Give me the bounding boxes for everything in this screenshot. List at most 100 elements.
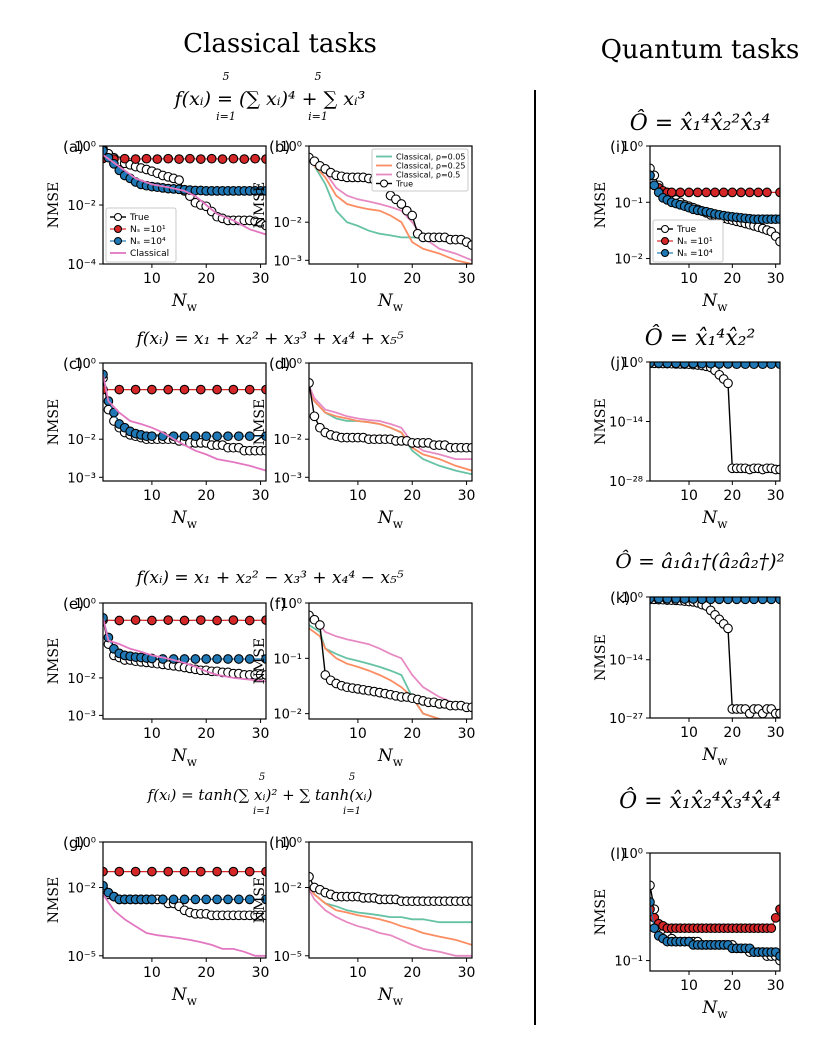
data-point-c-2-17 xyxy=(233,431,244,442)
ytick-label-g-0: 10⁰ xyxy=(74,836,96,851)
legend-box-a xyxy=(105,207,177,263)
xtick-label-g-2: 30 xyxy=(252,965,270,981)
ylabel-g: NMSE xyxy=(46,877,62,923)
ytick-label-f-2: 10⁻² xyxy=(273,708,302,723)
data-point-c-1-1 xyxy=(114,384,125,395)
data-point-a-1-8 xyxy=(185,153,195,164)
data-point-a-2-0 xyxy=(103,146,108,156)
data-point-g-1-9 xyxy=(244,866,255,877)
data-point-g-2-12 xyxy=(179,894,190,905)
xtick-label-l-2: 30 xyxy=(767,978,785,994)
sum-upper-1: 5 xyxy=(223,70,230,83)
axes-frame-c xyxy=(102,362,267,482)
data-point-i-1-6 xyxy=(675,187,686,198)
ytick-label-e-2: 10⁻³ xyxy=(67,709,96,724)
data-point-j-2-8 xyxy=(714,362,725,369)
ylabel-j: NMSE xyxy=(593,398,609,444)
data-point-i-1-17 xyxy=(775,187,780,198)
xtick-label-j-1: 20 xyxy=(723,488,741,504)
ytick-label-b-1: 10⁻² xyxy=(273,216,302,231)
panel-label-j: (j) xyxy=(610,354,626,372)
series-line-f-0 xyxy=(309,624,445,719)
panel-b: (b)10⁰ 10⁻² 10⁻³ 10 20 30 NMSE Nw Classical, ρ=0… xyxy=(252,138,475,314)
xlabel-c: Nw xyxy=(171,508,198,531)
ytick-label-k-1: 10⁻¹⁴ xyxy=(609,654,643,669)
panel-i: (i)10⁰ 10⁻¹ 10⁻² 10 20 30 NMSE Nw True Nₛ =10¹ Nₛ … xyxy=(593,138,785,314)
classical-header: Classical tasks xyxy=(183,29,377,59)
ytick-label-e-1: 10⁻² xyxy=(67,672,96,687)
data-point-j-0-30 xyxy=(775,464,780,475)
data-point-a-0-30 xyxy=(261,220,266,231)
formula-row4-text: f(xᵢ) = tanh(∑ xᵢ)² + ∑ tanh(xᵢ) xyxy=(147,786,373,804)
data-point-a-0-14 xyxy=(174,175,184,185)
sum-upper-2: 5 xyxy=(315,70,322,83)
panel-e: (e)10⁰ 10⁻² 10⁻³ 10 20 30 NMSE Nw xyxy=(46,595,269,769)
xtick-label-a-0: 10 xyxy=(143,271,161,287)
series-line-a-1 xyxy=(103,157,266,160)
data-point-g-1-3 xyxy=(147,866,157,877)
data-point-k-2-13 xyxy=(757,597,768,605)
data-point-j-2-6 xyxy=(697,362,707,369)
xtick-label-k-0: 10 xyxy=(680,725,698,741)
data-point-i-1-16 xyxy=(762,187,772,198)
panel-l: (l)10⁰ 10⁻¹ 10 20 30 NMSE Nw xyxy=(593,845,785,1021)
data-point-c-1-2 xyxy=(130,384,141,395)
ylabel-e: NMSE xyxy=(46,638,62,684)
data-point-e-2-15 xyxy=(212,654,222,664)
data-point-e-1-7 xyxy=(212,615,222,626)
series-line-h-1 xyxy=(309,886,472,946)
data-point-a-1-7 xyxy=(174,154,184,164)
axes-frame-e xyxy=(102,602,267,720)
xlabel-e: Nw xyxy=(171,746,198,769)
data-point-a-1-4 xyxy=(141,153,152,164)
panel-label-a: (a) xyxy=(63,138,84,156)
ytick-label-j-1: 10⁻¹⁴ xyxy=(609,416,643,431)
ytick-label-l-1: 10⁻¹ xyxy=(614,955,643,970)
data-point-j-2-4 xyxy=(679,362,690,369)
series-group-e xyxy=(103,613,266,683)
data-point-d-3-1 xyxy=(309,411,320,422)
data-point-i-2-1 xyxy=(650,180,660,191)
data-point-j-2-5 xyxy=(688,362,699,369)
legend-label-a-0: True xyxy=(129,213,150,223)
panel-label-i: (i) xyxy=(610,138,626,156)
data-point-c-1-7 xyxy=(212,384,222,395)
data-point-c-2-19 xyxy=(261,431,266,442)
series-group-l xyxy=(650,880,780,966)
data-point-f-3-2 xyxy=(315,620,325,630)
ytick-label-e-0: 10⁰ xyxy=(74,597,96,612)
panel-f: (f)10⁰ 10⁻¹ 10⁻² 10 20 30 NMSE Nw xyxy=(252,595,475,769)
series-line-f-2 xyxy=(309,618,472,711)
data-point-l-1-30 xyxy=(775,904,780,915)
legend-a: True Nₛ =10¹ Nₛ =10⁴ Classical xyxy=(105,207,177,263)
series-line-g-3 xyxy=(103,893,266,957)
series-group-a xyxy=(103,146,266,236)
legend-marker-a-2 xyxy=(114,237,122,245)
xtick-label-d-1: 20 xyxy=(403,488,421,504)
data-point-b-3-17 xyxy=(396,199,407,209)
formula-row1: f(xᵢ) = (∑ xᵢ)⁴ + ∑ xᵢ³ 5 i=1 5 i=1 xyxy=(173,70,366,123)
legend-box-i xyxy=(652,219,724,263)
legend-label-b-1: Classical, ρ=0.25 xyxy=(396,162,465,171)
data-point-e-1-5 xyxy=(179,615,190,626)
data-point-i-1-10 xyxy=(710,187,720,198)
xtick-label-j-0: 10 xyxy=(680,488,698,504)
ylabel-i: NMSE xyxy=(593,182,609,228)
data-point-g-1-4 xyxy=(163,866,174,877)
ytick-label-c-1: 10⁻² xyxy=(67,433,96,448)
data-point-g-2-9 xyxy=(147,894,157,905)
data-point-e-0-30 xyxy=(261,670,266,680)
ylabel-d: NMSE xyxy=(252,399,268,445)
data-point-a-2-30 xyxy=(261,186,266,196)
sum-lower-3: i=1 xyxy=(253,806,271,817)
xtick-label-i-0: 10 xyxy=(680,271,698,287)
axes-frame-f xyxy=(308,602,473,720)
data-point-g-1-10 xyxy=(261,866,266,877)
xtick-label-l-1: 20 xyxy=(723,978,741,994)
series-line-d-2 xyxy=(309,385,472,460)
data-point-k-2-7 xyxy=(705,597,716,605)
ytick-label-i-1: 10⁻¹ xyxy=(614,196,643,211)
legend-box-b xyxy=(371,148,469,192)
data-point-l-2-1 xyxy=(650,923,660,934)
